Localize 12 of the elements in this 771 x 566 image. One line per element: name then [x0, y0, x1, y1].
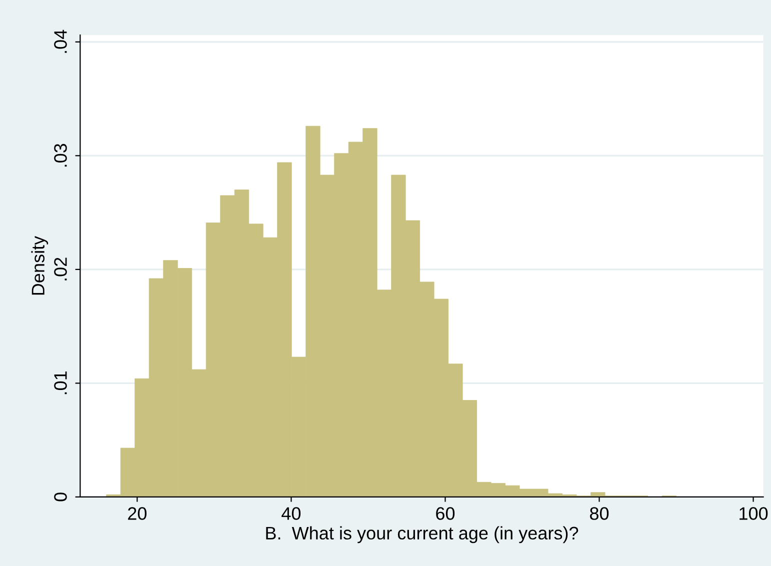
y-tick-label: .03 [54, 144, 67, 167]
x-tick-label: 100 [740, 507, 768, 520]
y-tick-label: .01 [54, 372, 67, 394]
x-tick-label: 80 [590, 507, 609, 520]
x-tick-label: 20 [128, 507, 147, 520]
y-tick-label: .04 [54, 30, 67, 53]
y-axis-title: Density [31, 236, 48, 295]
y-tick-label: 0 [54, 492, 67, 502]
x-tick-label: 40 [282, 507, 301, 520]
x-axis-title: B. What is your current age (in years)? [266, 526, 578, 544]
y-tick-label: .02 [54, 258, 67, 280]
x-tick-label: 60 [436, 507, 455, 520]
